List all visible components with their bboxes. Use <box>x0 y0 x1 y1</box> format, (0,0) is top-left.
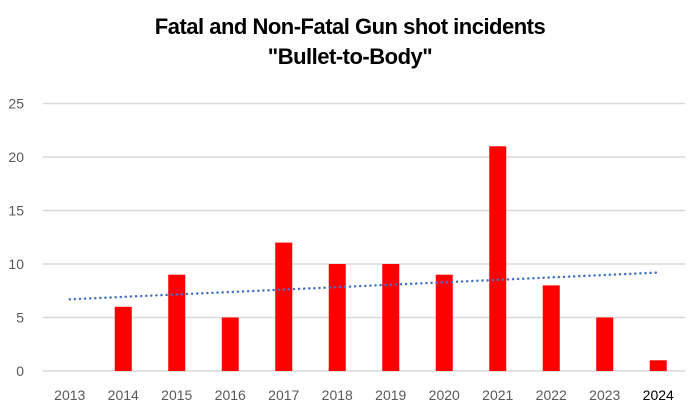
bar-2017 <box>275 242 293 371</box>
bar-2019 <box>382 264 400 371</box>
x-tick-label: 2023 <box>589 387 620 403</box>
y-tick-label: 15 <box>8 203 24 219</box>
y-tick-label: 20 <box>8 149 24 165</box>
x-tick-label: 2014 <box>108 387 139 403</box>
bar-2020 <box>435 274 453 371</box>
y-tick-label: 0 <box>16 363 24 379</box>
bar-2014 <box>114 306 132 371</box>
x-tick-label: 2015 <box>161 387 192 403</box>
bar-2018 <box>328 264 346 371</box>
y-tick-label: 25 <box>8 96 24 112</box>
y-tick-label: 10 <box>8 256 24 272</box>
x-tick-label: 2024 <box>643 387 674 403</box>
y-tick-label: 5 <box>16 310 24 326</box>
x-tick-label: 2021 <box>482 387 513 403</box>
bar-2015 <box>168 274 186 371</box>
x-tick-label: 2020 <box>429 387 460 403</box>
chart-title: Fatal and Non-Fatal Gun shot incidents <box>154 14 546 39</box>
bar-2024 <box>649 360 667 371</box>
x-tick-label: 2013 <box>54 387 85 403</box>
bar-2022 <box>542 285 560 371</box>
x-tick-label: 2022 <box>536 387 567 403</box>
bar-2023 <box>596 317 614 371</box>
chart-subtitle: "Bullet-to-Body" <box>267 44 433 69</box>
x-tick-label: 2018 <box>322 387 353 403</box>
x-tick-label: 2017 <box>268 387 299 403</box>
x-tick-label: 2016 <box>215 387 246 403</box>
bar-2016 <box>221 317 239 371</box>
bar-2021 <box>489 146 507 371</box>
x-tick-label: 2019 <box>375 387 406 403</box>
trendline <box>68 271 660 301</box>
